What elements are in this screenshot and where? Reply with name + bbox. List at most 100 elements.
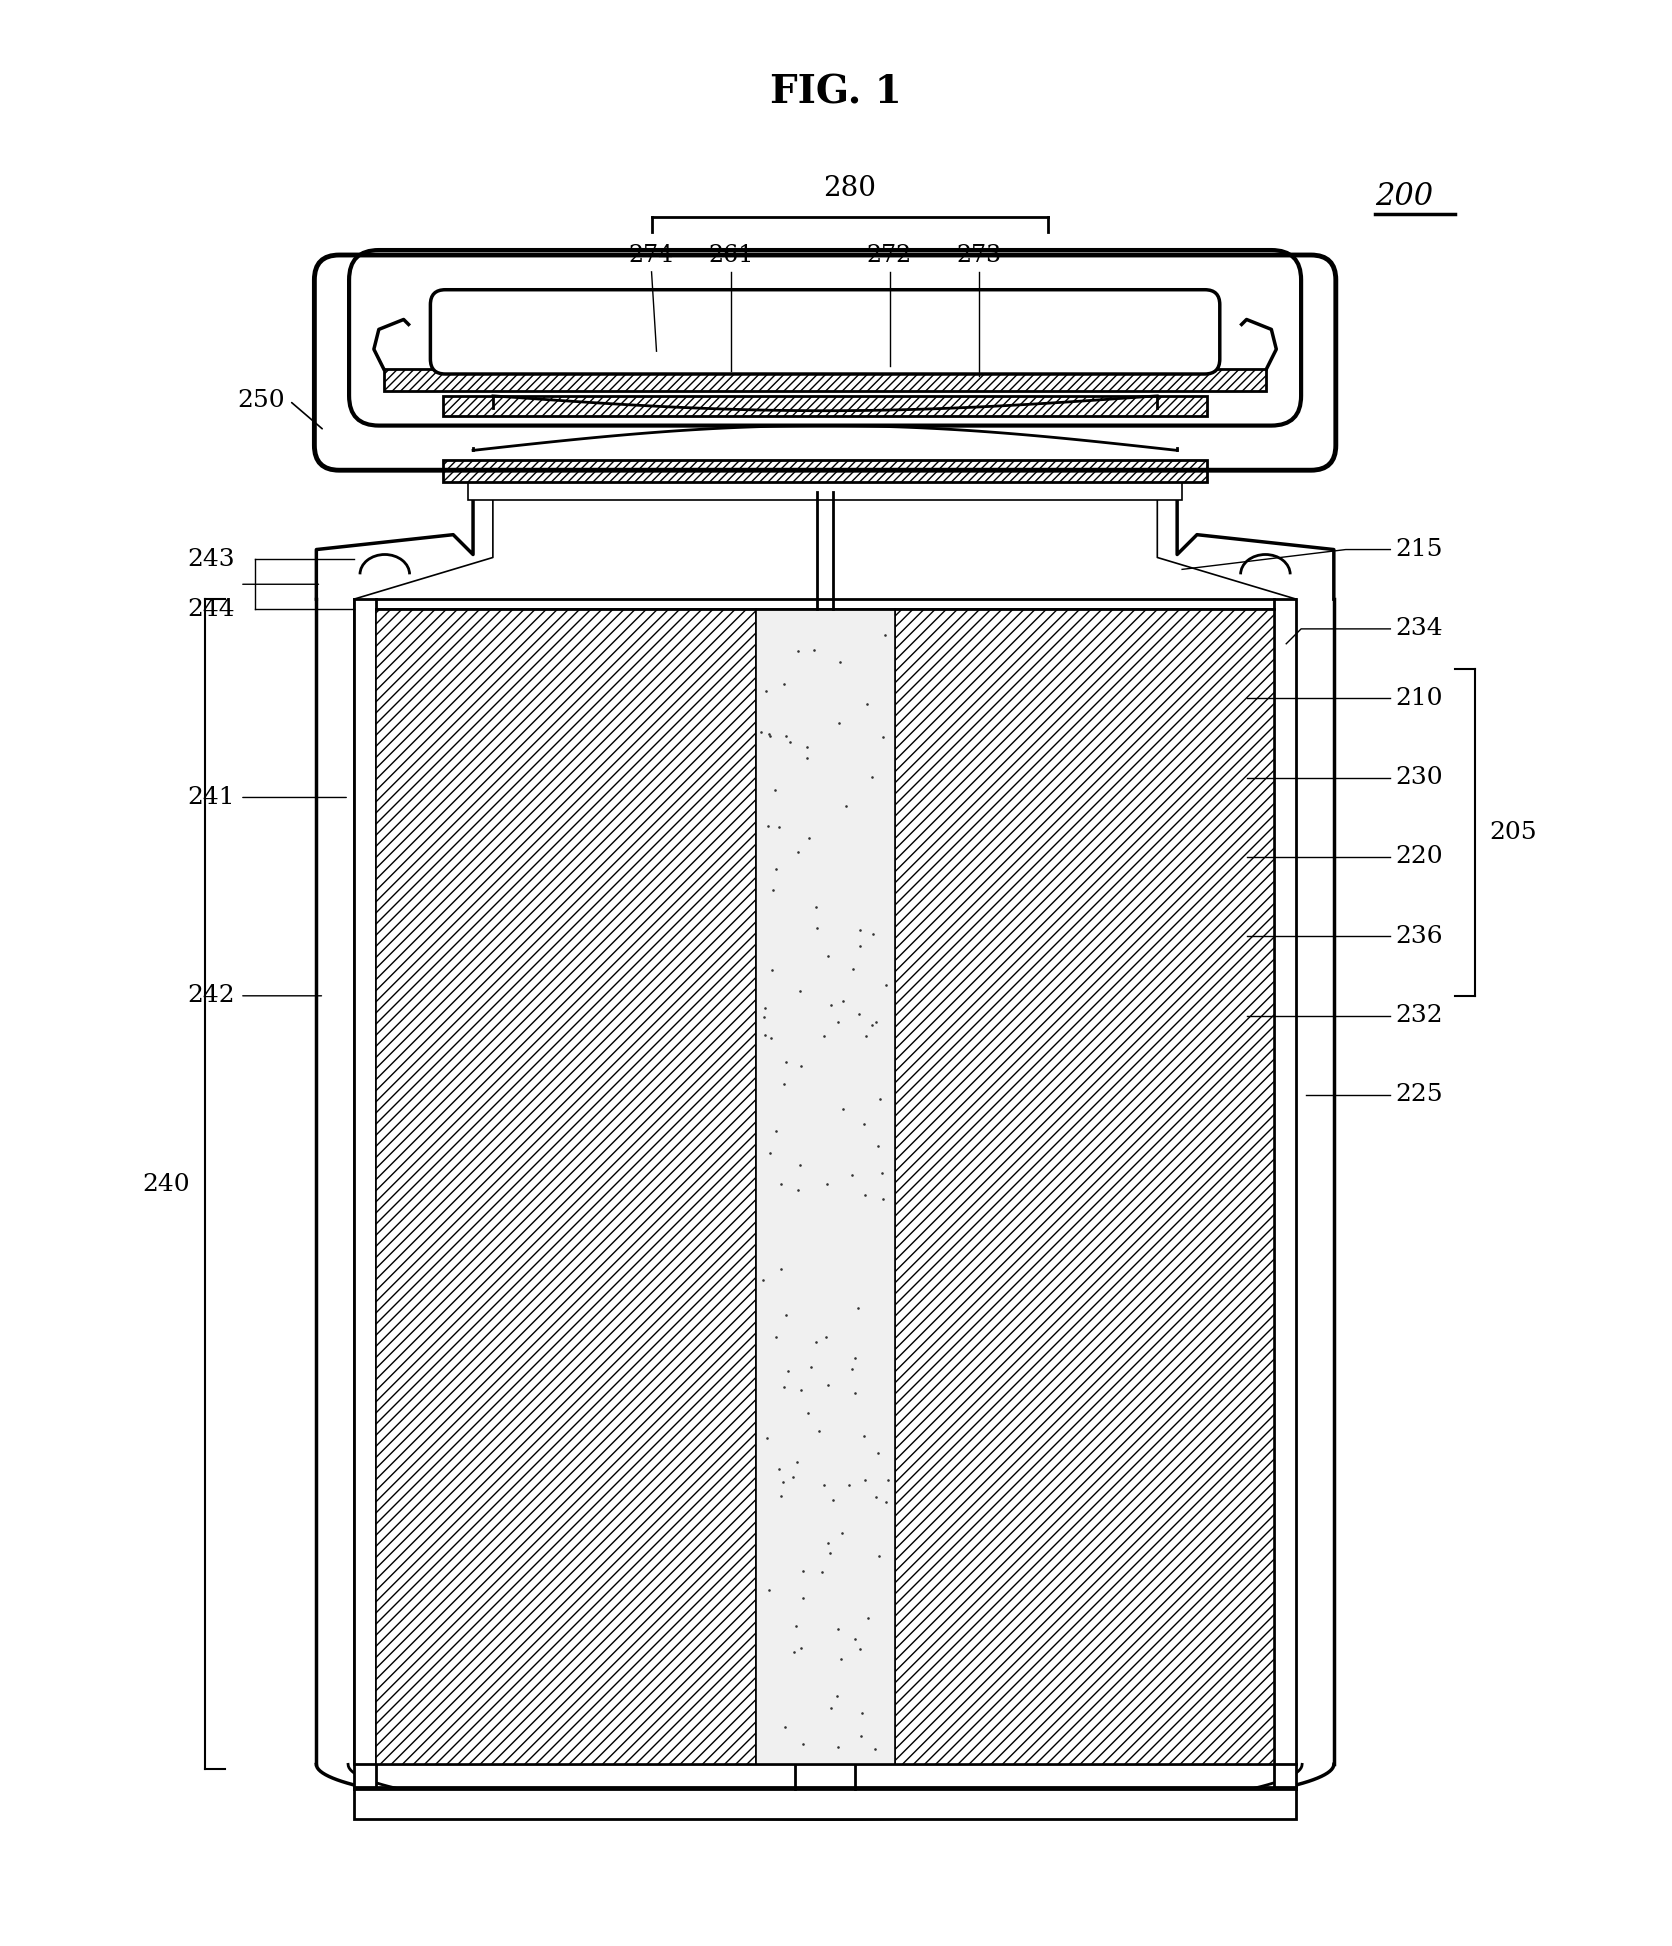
Text: 250: 250 (237, 389, 284, 413)
Point (788, 1374, 814, 1405)
Point (766, 811, 793, 843)
Text: 280: 280 (823, 175, 876, 202)
Point (779, 1461, 806, 1493)
Point (846, 998, 873, 1029)
Text: 272: 272 (866, 243, 913, 267)
Point (757, 1022, 784, 1053)
Point (789, 1728, 816, 1759)
Text: 274: 274 (629, 243, 674, 267)
Point (864, 1438, 891, 1469)
Point (871, 619, 898, 650)
Point (863, 1481, 890, 1512)
Text: 220: 220 (1396, 845, 1443, 868)
Point (846, 930, 873, 961)
Point (873, 969, 900, 1000)
Point (833, 790, 859, 821)
Point (868, 1084, 895, 1115)
Point (814, 1168, 841, 1199)
Point (824, 1681, 851, 1712)
Text: 205: 205 (1490, 821, 1537, 845)
Point (782, 1609, 809, 1640)
Point (818, 989, 844, 1020)
Point (846, 915, 873, 946)
Text: 273: 273 (956, 243, 1002, 267)
Point (811, 1469, 838, 1500)
Point (794, 732, 821, 763)
Point (828, 1642, 854, 1674)
Point (804, 913, 831, 944)
Point (813, 1321, 839, 1352)
Point (762, 1321, 789, 1352)
Point (806, 1415, 833, 1446)
Point (851, 1463, 878, 1495)
Bar (376, 609, 756, 1765)
Text: 261: 261 (709, 243, 754, 267)
Point (841, 1623, 868, 1654)
Point (808, 1557, 834, 1588)
Point (864, 1131, 891, 1162)
Bar (376, 609, 756, 1765)
Point (839, 1160, 866, 1191)
Point (772, 1047, 799, 1078)
Point (762, 1115, 789, 1146)
Point (771, 1372, 798, 1403)
Point (752, 675, 779, 706)
Point (814, 1370, 841, 1401)
Point (829, 985, 856, 1016)
Point (814, 1528, 841, 1559)
Point (772, 720, 799, 751)
Point (818, 1693, 844, 1724)
Point (793, 743, 819, 775)
Point (777, 726, 804, 757)
Point (824, 1006, 851, 1037)
Point (754, 810, 781, 841)
Text: 236: 236 (1396, 924, 1443, 948)
Point (874, 1463, 901, 1495)
Point (851, 1179, 878, 1210)
Point (838, 1354, 864, 1386)
Point (752, 1020, 779, 1051)
Point (767, 1168, 794, 1199)
Point (759, 874, 786, 905)
Point (861, 1734, 888, 1765)
Point (784, 1173, 811, 1205)
Point (848, 1720, 874, 1751)
Point (757, 1138, 784, 1170)
Point (788, 1633, 814, 1664)
Point (781, 1637, 808, 1668)
Text: 241: 241 (187, 786, 236, 810)
Text: 244: 244 (187, 597, 236, 621)
Point (839, 954, 866, 985)
Point (754, 1423, 781, 1454)
Bar (354, 1786, 1296, 1820)
Point (851, 1109, 878, 1140)
Text: 215: 215 (1396, 537, 1443, 560)
Bar (756, 609, 895, 1765)
Text: 225: 225 (1396, 1084, 1443, 1107)
Point (854, 1604, 881, 1635)
Point (761, 775, 788, 806)
Point (771, 1068, 798, 1099)
Point (784, 1446, 811, 1477)
Point (841, 1378, 868, 1409)
Point (762, 854, 789, 885)
Point (803, 1325, 829, 1356)
Point (789, 1582, 816, 1613)
Point (769, 1467, 796, 1498)
Point (803, 891, 829, 922)
Point (854, 689, 881, 720)
Point (829, 1094, 856, 1125)
Text: FIG. 1: FIG. 1 (771, 74, 901, 111)
Point (756, 718, 782, 749)
Point (873, 1487, 900, 1518)
Bar (443, 461, 1207, 483)
Bar (895, 609, 1274, 1765)
Point (868, 1158, 895, 1189)
Bar (354, 599, 376, 1788)
Point (759, 954, 786, 985)
Point (824, 1613, 851, 1644)
Point (841, 1343, 868, 1374)
Point (774, 1356, 801, 1387)
Point (784, 837, 811, 868)
Point (794, 1397, 821, 1428)
